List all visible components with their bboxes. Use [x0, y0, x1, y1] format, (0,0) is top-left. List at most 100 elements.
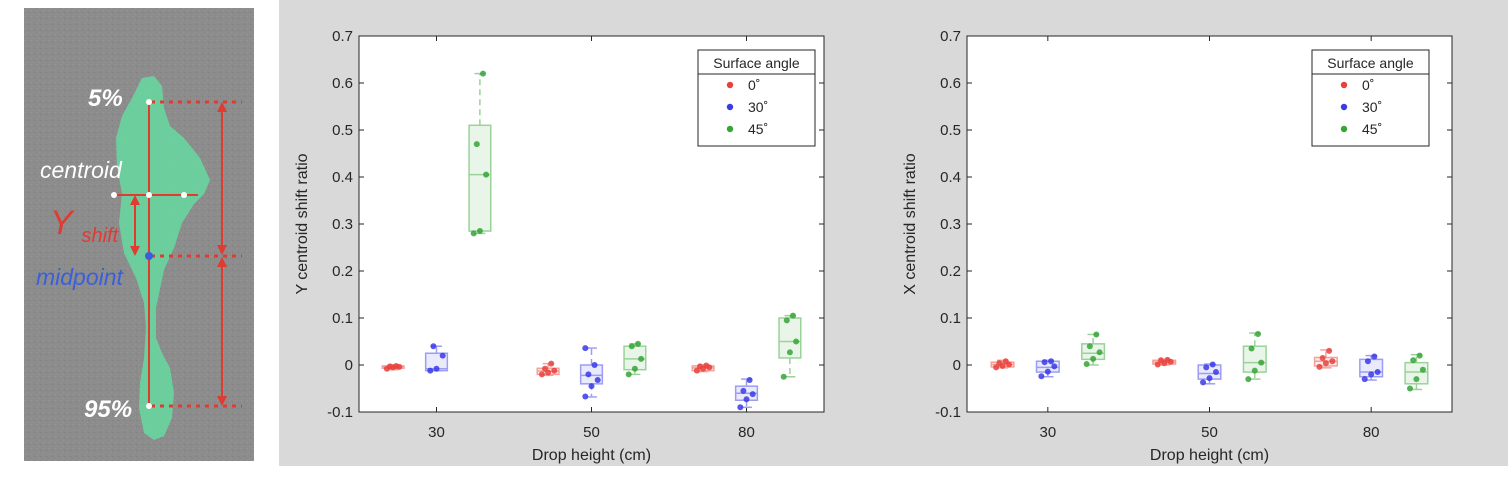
data-point — [393, 362, 400, 369]
data-point — [746, 377, 753, 384]
label-bottom-percent: 95% — [84, 396, 132, 423]
y-tick-label: 0.1 — [332, 310, 353, 327]
lower-span-arrow-head-bottom — [217, 396, 227, 406]
data-point — [996, 360, 1003, 367]
y-tick-label: 0.5 — [940, 122, 961, 139]
data-point — [790, 312, 796, 319]
data-point — [628, 343, 635, 350]
upper-span-arrow-head-bottom — [217, 245, 227, 255]
data-point — [594, 377, 601, 384]
data-point — [625, 371, 632, 378]
data-point — [1209, 361, 1216, 368]
y-tick-label: 0 — [345, 357, 353, 374]
legend-marker — [1340, 125, 1348, 133]
data-point — [1002, 358, 1009, 365]
y-tick-label: 0.2 — [332, 263, 353, 280]
data-point — [439, 352, 446, 359]
data-point — [582, 345, 589, 352]
data-point — [582, 393, 589, 400]
data-point — [483, 171, 490, 178]
bottom-point — [146, 403, 152, 409]
top-point — [146, 99, 152, 105]
data-point — [1212, 369, 1219, 376]
data-point — [387, 363, 393, 370]
data-point — [1200, 379, 1207, 386]
y-tick-label: 0.3 — [940, 216, 961, 233]
data-point — [780, 373, 787, 380]
x-tick-label: 30 — [428, 424, 445, 441]
footprint-shape — [116, 76, 210, 440]
data-point — [1374, 369, 1381, 376]
legend-marker — [726, 81, 734, 89]
data-point — [1206, 375, 1213, 382]
data-point — [480, 70, 486, 77]
data-point — [1164, 356, 1171, 363]
shift-arrow-head-bottom — [130, 246, 140, 256]
legend-marker — [726, 125, 734, 133]
data-point — [1248, 345, 1255, 352]
data-point — [427, 367, 434, 374]
legend-title: Surface angle — [1327, 55, 1414, 71]
legend-label: 0˚ — [1362, 77, 1374, 93]
label-y-shift-sub: shift — [82, 225, 120, 247]
y-axis-label: X centroid shift ratio — [902, 153, 919, 295]
centroid-right-point — [181, 192, 187, 198]
data-point — [697, 363, 703, 370]
x-tick-label: 80 — [1363, 424, 1380, 441]
footprint-annotation-image: 5% 95% centroid Y shift midpoint — [24, 8, 254, 461]
y-tick-label: 0 — [953, 357, 961, 374]
data-point — [635, 340, 641, 347]
y-tick-label: -0.1 — [327, 404, 353, 421]
y-tick-label: 0.5 — [332, 122, 353, 139]
y-tick-label: 0.7 — [332, 28, 353, 45]
data-point — [1044, 368, 1051, 375]
y-tick-label: 0.1 — [940, 310, 961, 327]
legend-label: 0˚ — [748, 77, 760, 93]
y-tick-label: 0.4 — [940, 169, 961, 186]
data-point — [1316, 363, 1323, 370]
data-point — [1083, 361, 1090, 368]
label-centroid: centroid — [40, 157, 123, 183]
label-top-percent: 5% — [88, 85, 123, 112]
legend-label: 30˚ — [1362, 99, 1382, 115]
data-point — [1406, 385, 1413, 392]
x-axis-label: Drop height (cm) — [1150, 447, 1269, 464]
data-point — [993, 364, 1000, 371]
data-point — [551, 367, 558, 374]
x-tick-label: 30 — [1039, 424, 1056, 441]
legend-title: Surface angle — [713, 55, 800, 71]
data-point — [548, 360, 555, 367]
data-point — [786, 349, 793, 356]
data-point — [1154, 361, 1161, 368]
label-y-shift-main: Y — [50, 204, 75, 242]
data-point — [1041, 359, 1048, 366]
data-point — [737, 404, 744, 411]
data-point — [743, 396, 750, 403]
data-point — [749, 391, 756, 398]
box-iqr — [468, 124, 492, 232]
data-point — [591, 362, 598, 368]
data-point — [1410, 357, 1417, 364]
data-point — [1364, 358, 1371, 365]
legend-label: 45˚ — [1362, 121, 1382, 137]
data-point — [433, 365, 440, 372]
data-point — [1258, 359, 1265, 366]
data-point — [1158, 357, 1164, 364]
y-tick-label: 0.7 — [940, 28, 961, 45]
x-tick-label: 80 — [738, 424, 755, 441]
data-point — [1368, 371, 1375, 378]
data-point — [1086, 343, 1093, 350]
data-point — [430, 343, 437, 350]
data-point — [1051, 363, 1058, 370]
y-tick-label: 0.6 — [332, 75, 353, 92]
data-point — [476, 228, 483, 235]
data-point — [585, 371, 592, 378]
x-tick-label: 50 — [1201, 424, 1218, 441]
upper-span-arrow-head-top — [217, 102, 227, 112]
data-point — [1326, 347, 1333, 354]
data-point — [1371, 353, 1378, 360]
y-centroid-chart: -0.1 0 0.1 0.2 0.3 0.4 0.5 0.6 0.7 30 50 80 Drop hei… — [294, 28, 825, 464]
data-point — [693, 367, 700, 374]
legend-marker — [726, 103, 734, 111]
x-axis-label: Drop height (cm) — [532, 447, 651, 464]
